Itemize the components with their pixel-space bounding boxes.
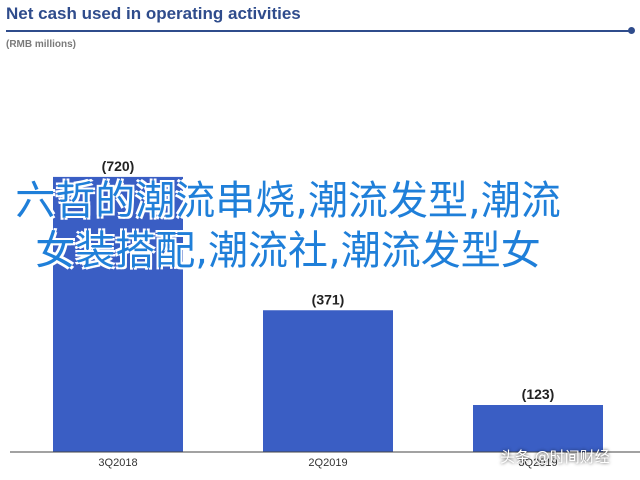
watermark: 头条 @时间财经 (500, 448, 610, 466)
bar-2Q2019 (263, 310, 393, 452)
data-label-2Q2019: (371) (312, 291, 345, 307)
tick-label-2Q2019: 2Q2019 (308, 457, 347, 469)
chart-subtitle: (RMB millions) (6, 39, 76, 50)
title-rule (6, 30, 634, 32)
data-label-3Q2019: (123) (522, 386, 555, 402)
overlay-text: 六哲的潮流串烧,潮流发型,潮流女装搭配,潮流社,潮流发型女 (15, 178, 561, 274)
bar-3Q2018 (53, 176, 183, 453)
title-rule-dot (628, 27, 635, 34)
bar-3Q2019 (473, 405, 603, 452)
data-label-3Q2018: (720) (102, 158, 135, 174)
tick-label-3Q2018: 3Q2018 (98, 457, 137, 469)
chart-title: Net cash used in operating activities (6, 4, 301, 23)
tick-label-3Q2019: 3Q2019 (518, 457, 557, 469)
